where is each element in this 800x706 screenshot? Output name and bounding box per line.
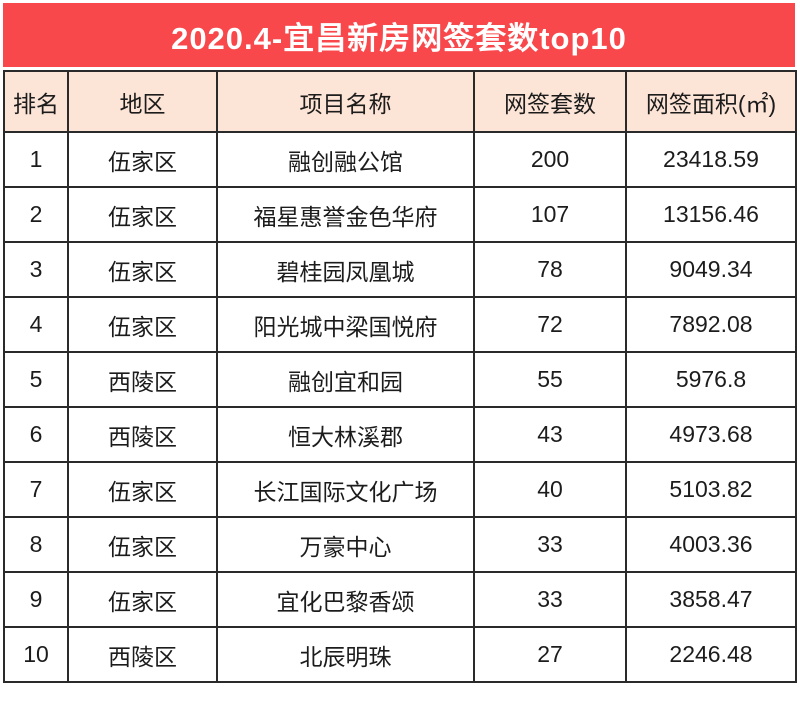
area-cell: 3858.47 xyxy=(625,571,797,628)
units-cell: 107 xyxy=(473,186,627,243)
rank-cell: 4 xyxy=(3,296,69,353)
page-title: 2020.4-宜昌新房网签套数top10 xyxy=(171,20,627,56)
area-cell: 4973.68 xyxy=(625,406,797,463)
project-cell: 恒大林溪郡 xyxy=(216,406,475,463)
district-cell: 伍家区 xyxy=(67,186,218,243)
district-cell: 伍家区 xyxy=(67,571,218,628)
area-cell: 4003.36 xyxy=(625,516,797,573)
project-cell: 宜化巴黎香颂 xyxy=(216,571,475,628)
col-header-project: 项目名称 xyxy=(216,70,475,133)
table-row: 10 西陵区 北辰明珠 27 2246.48 xyxy=(3,626,797,683)
project-cell: 融创宜和园 xyxy=(216,351,475,408)
rank-cell: 2 xyxy=(3,186,69,243)
project-cell: 万豪中心 xyxy=(216,516,475,573)
district-cell: 伍家区 xyxy=(67,461,218,518)
project-cell: 阳光城中梁国悦府 xyxy=(216,296,475,353)
rank-cell: 5 xyxy=(3,351,69,408)
rank-cell: 3 xyxy=(3,241,69,298)
project-cell: 北辰明珠 xyxy=(216,626,475,683)
units-cell: 78 xyxy=(473,241,627,298)
district-cell: 西陵区 xyxy=(67,351,218,408)
col-header-district: 地区 xyxy=(67,70,218,133)
table-row: 3 伍家区 碧桂园凤凰城 78 9049.34 xyxy=(3,241,797,298)
area-cell: 2246.48 xyxy=(625,626,797,683)
table-row: 4 伍家区 阳光城中梁国悦府 72 7892.08 xyxy=(3,296,797,353)
col-header-units: 网签套数 xyxy=(473,70,627,133)
rank-cell: 10 xyxy=(3,626,69,683)
table-row: 7 伍家区 长江国际文化广场 40 5103.82 xyxy=(3,461,797,518)
units-cell: 33 xyxy=(473,571,627,628)
table-row: 1 伍家区 融创融公馆 200 23418.59 xyxy=(3,131,797,188)
ranking-table: 排名 地区 项目名称 网签套数 网签面积(㎡) 1 伍家区 融创融公馆 200 … xyxy=(3,70,797,683)
title-bar: 2020.4-宜昌新房网签套数top10 xyxy=(3,3,795,67)
district-cell: 伍家区 xyxy=(67,241,218,298)
rank-cell: 9 xyxy=(3,571,69,628)
rank-cell: 8 xyxy=(3,516,69,573)
table-row: 5 西陵区 融创宜和园 55 5976.8 xyxy=(3,351,797,408)
units-cell: 27 xyxy=(473,626,627,683)
project-cell: 碧桂园凤凰城 xyxy=(216,241,475,298)
rank-cell: 7 xyxy=(3,461,69,518)
area-cell: 9049.34 xyxy=(625,241,797,298)
table-row: 6 西陵区 恒大林溪郡 43 4973.68 xyxy=(3,406,797,463)
area-cell: 13156.46 xyxy=(625,186,797,243)
district-cell: 伍家区 xyxy=(67,131,218,188)
area-cell: 7892.08 xyxy=(625,296,797,353)
area-cell: 23418.59 xyxy=(625,131,797,188)
project-cell: 福星惠誉金色华府 xyxy=(216,186,475,243)
units-cell: 43 xyxy=(473,406,627,463)
project-cell: 长江国际文化广场 xyxy=(216,461,475,518)
units-cell: 72 xyxy=(473,296,627,353)
units-cell: 55 xyxy=(473,351,627,408)
rank-cell: 6 xyxy=(3,406,69,463)
project-cell: 融创融公馆 xyxy=(216,131,475,188)
table-row: 2 伍家区 福星惠誉金色华府 107 13156.46 xyxy=(3,186,797,243)
district-cell: 西陵区 xyxy=(67,406,218,463)
col-header-rank: 排名 xyxy=(3,70,69,133)
area-cell: 5976.8 xyxy=(625,351,797,408)
district-cell: 伍家区 xyxy=(67,296,218,353)
col-header-area: 网签面积(㎡) xyxy=(625,70,797,133)
units-cell: 200 xyxy=(473,131,627,188)
rank-cell: 1 xyxy=(3,131,69,188)
table-row: 8 伍家区 万豪中心 33 4003.36 xyxy=(3,516,797,573)
area-cell: 5103.82 xyxy=(625,461,797,518)
district-cell: 西陵区 xyxy=(67,626,218,683)
district-cell: 伍家区 xyxy=(67,516,218,573)
units-cell: 33 xyxy=(473,516,627,573)
table-row: 9 伍家区 宜化巴黎香颂 33 3858.47 xyxy=(3,571,797,628)
header-row: 排名 地区 项目名称 网签套数 网签面积(㎡) xyxy=(3,70,797,133)
units-cell: 40 xyxy=(473,461,627,518)
